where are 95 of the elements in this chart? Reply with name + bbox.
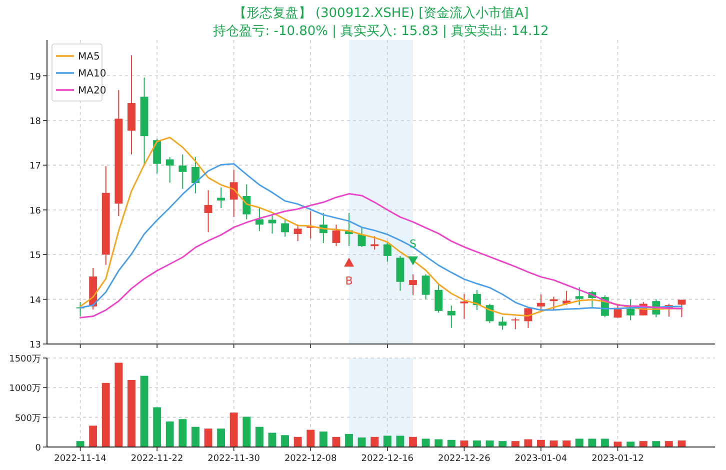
bar	[626, 442, 635, 447]
x-tick-label: 2022-11-14	[54, 454, 107, 464]
bar	[434, 439, 443, 447]
candlestick	[217, 187, 226, 209]
bar	[230, 412, 238, 447]
bar	[409, 436, 417, 447]
bar	[664, 441, 673, 447]
y-tick-label: 1000万	[9, 384, 41, 394]
bar	[588, 438, 596, 447]
candlestick	[422, 274, 430, 300]
y-tick-label: 1500万	[9, 354, 41, 364]
bar	[268, 432, 276, 447]
bar	[345, 434, 353, 447]
bar	[127, 380, 136, 447]
candlestick	[409, 274, 417, 296]
candlestick	[230, 169, 238, 218]
candlestick	[178, 154, 187, 190]
bar	[306, 430, 315, 447]
bar	[242, 416, 251, 447]
bar	[294, 436, 302, 447]
y-tick-label: 13	[30, 340, 41, 350]
candlestick	[332, 224, 340, 247]
candlestick	[153, 138, 162, 174]
bar	[460, 440, 468, 447]
bar	[575, 438, 584, 447]
bar	[370, 436, 379, 447]
x-tick-label: 2023-01-04	[514, 454, 568, 464]
candlestick	[268, 214, 276, 234]
candlestick	[358, 227, 366, 248]
x-tick-label: 2022-12-08	[284, 454, 338, 464]
chart-subtitle: 持仓盈亏: -10.80% | 真实买入: 15.83 | 真实卖出: 14.12	[213, 24, 549, 39]
bar	[191, 426, 200, 447]
candlestick	[511, 317, 520, 330]
bar	[383, 436, 392, 447]
bar	[255, 426, 264, 447]
candlestick	[204, 190, 212, 233]
x-tick-label: 2023-01-12	[592, 454, 644, 464]
candlestick	[575, 286, 584, 306]
legend-label: MA10	[78, 68, 106, 80]
candlestick	[281, 218, 289, 238]
bar	[600, 438, 609, 447]
candlestick	[678, 299, 686, 318]
bar	[639, 441, 648, 447]
bar	[217, 428, 226, 447]
candlestick	[498, 316, 507, 330]
y-tick-label: 0	[35, 444, 42, 454]
legend-label: MA20	[78, 86, 106, 96]
bar	[204, 428, 212, 447]
candlestick	[536, 294, 545, 311]
candlestick	[255, 207, 264, 232]
y-tick-label: 18	[30, 116, 42, 127]
bar	[332, 436, 340, 447]
bar	[447, 440, 456, 447]
candlestick	[294, 224, 302, 242]
bar	[536, 440, 545, 447]
bar	[473, 440, 481, 447]
candlestick	[166, 156, 174, 184]
x-tick-label: 2022-12-26	[438, 454, 491, 464]
y-tick-label: 19	[30, 72, 42, 82]
candlestick	[242, 184, 251, 220]
x-tick-label: 2022-11-30	[208, 454, 260, 464]
bar	[166, 421, 174, 447]
bar	[153, 407, 162, 447]
bar	[562, 440, 571, 447]
legend-label: MA5	[78, 52, 100, 62]
x-tick-label: 2022-12-16	[361, 454, 414, 464]
bar	[511, 441, 520, 447]
bar	[358, 438, 366, 447]
candlestick	[626, 298, 635, 321]
bar	[396, 436, 404, 447]
bar	[524, 439, 532, 447]
line-series	[80, 193, 682, 318]
candlestick	[460, 293, 468, 320]
y-tick-label: 16	[30, 206, 42, 216]
bar	[319, 432, 328, 447]
y-tick-label: 15	[30, 251, 41, 262]
candlestick	[447, 305, 456, 328]
candlestick	[383, 242, 392, 262]
bar	[652, 441, 660, 447]
candlestick	[434, 284, 443, 314]
x-tick-label: 2022-11-22	[130, 454, 184, 464]
annotation: B	[345, 274, 353, 288]
bar	[178, 419, 187, 447]
bar	[102, 382, 110, 447]
bar	[422, 438, 430, 447]
bar	[498, 441, 507, 447]
candlestick	[191, 156, 200, 194]
y-tick-label: 14	[30, 296, 42, 306]
bar	[140, 376, 148, 447]
bar	[281, 435, 289, 447]
y-tick-label: 17	[30, 162, 41, 172]
y-tick-label: 500万	[14, 414, 41, 424]
bar	[89, 426, 98, 447]
chart-title: 【形态复盘】 (300912.XSHE) [资金流入小市值A]	[233, 5, 529, 21]
bar	[114, 362, 123, 447]
